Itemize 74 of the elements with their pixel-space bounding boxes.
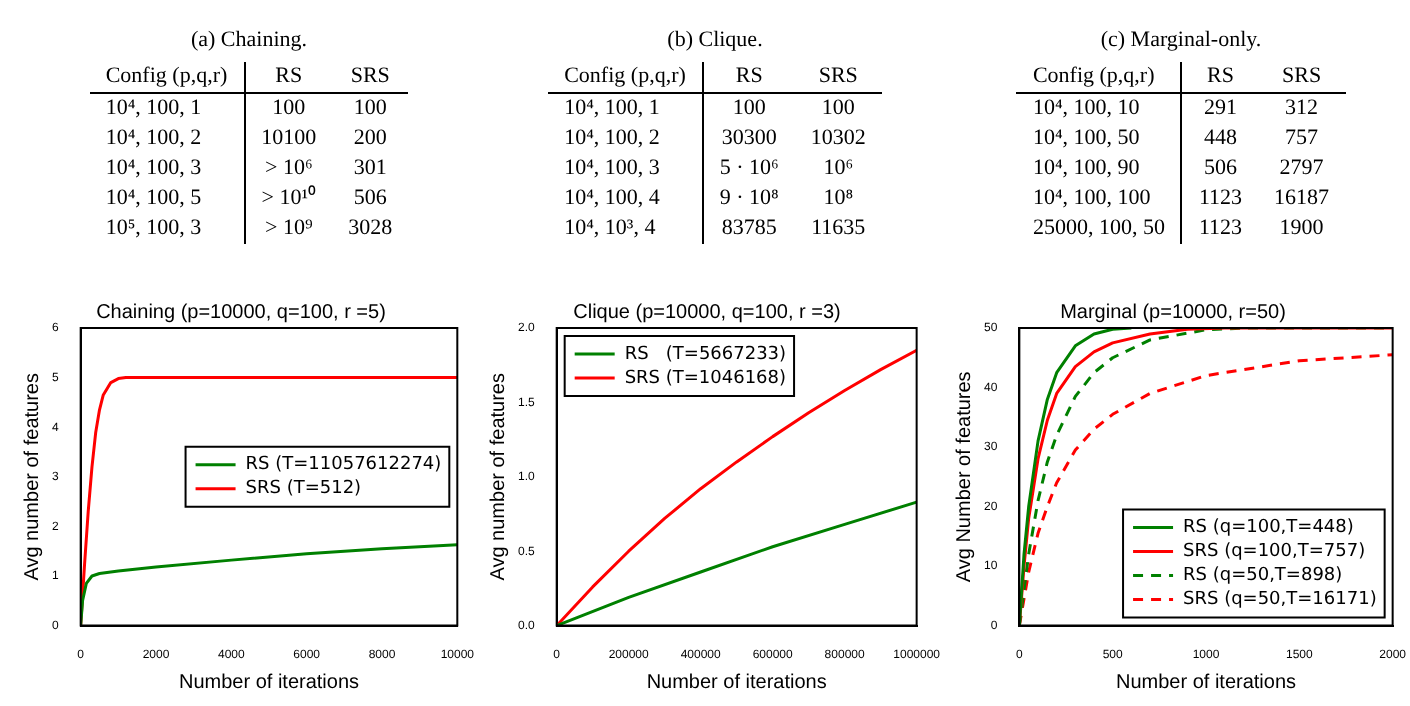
y-axis-title: Avg number of features (21, 373, 44, 581)
text: 506 (1202, 154, 1239, 184)
text: 83785 (719, 214, 779, 244)
legend-label: RS (q=50,T=898) (1183, 566, 1343, 587)
text: SRS (348, 62, 392, 92)
y-axis-title: Avg number of features (487, 373, 510, 581)
text: 10⁴, 10³, 4 (548, 214, 703, 244)
chart-title: Marginal (p=10000, r=50) (1060, 301, 1286, 324)
text: 200 (351, 124, 389, 154)
text: 10100 (259, 124, 319, 154)
text: 312 (1283, 94, 1321, 124)
legend-label: SRS (q=100,T=757) (1183, 542, 1366, 563)
chart-title: Clique (p=10000, q=100, r =3) (573, 301, 841, 324)
text: 448 (1202, 124, 1239, 154)
text: 10⁸ (821, 184, 856, 214)
text: > 10¹⁰ (259, 184, 319, 214)
text: 10⁴, 100, 1 (548, 93, 703, 124)
text: 10302 (808, 124, 868, 154)
text: 10⁴, 100, 100 (1016, 184, 1182, 214)
text: 10⁴, 100, 3 (89, 154, 245, 184)
x-axis-title: Number of iterations (1115, 671, 1297, 694)
legend-label: RS (T=5667233) (624, 344, 787, 365)
text: 1123 (1196, 184, 1245, 214)
text: SRS (1280, 62, 1324, 92)
text: 100 (351, 94, 389, 124)
text: 100 (730, 94, 768, 124)
text: 1900 (1277, 214, 1326, 244)
chart-title: Chaining (p=10000, q=100, r =5) (96, 301, 386, 324)
text: > 10⁶ (262, 154, 315, 184)
text: 2797 (1277, 154, 1326, 184)
text: (a) Chaining. (188, 28, 310, 52)
text: 10⁴, 100, 10 (1016, 93, 1182, 124)
text: > 10⁹ (262, 214, 315, 244)
text: 301 (351, 154, 389, 184)
legend-label: SRS (q=50,T=16171) (1183, 590, 1377, 611)
y-axis-title: Avg Number of features (953, 371, 976, 583)
legend-label: RS (q=100,T=448) (1183, 518, 1354, 539)
text: (c) Marginal-only. (1098, 28, 1264, 52)
text: RS (273, 62, 305, 92)
text: 3028 (346, 214, 395, 244)
text: 100 (819, 94, 857, 124)
x-axis-title: Number of iterations (646, 671, 827, 694)
text: 757 (1283, 124, 1321, 154)
text: RS (1205, 62, 1236, 92)
text: 9 · 10⁸ (717, 184, 781, 214)
text: 10⁴, 100, 2 (548, 124, 703, 154)
legend-label: RS (T=11057612274) (245, 455, 442, 476)
text: 1123 (1196, 214, 1245, 244)
text: 10⁴, 100, 2 (89, 124, 245, 154)
text: Config (p,q,r) (548, 62, 703, 93)
text: 10⁴, 100, 1 (89, 93, 245, 124)
text: 10⁴, 100, 3 (548, 154, 703, 184)
legend-label: SRS (T=512) (245, 479, 362, 500)
text: 11635 (809, 214, 868, 244)
text: Config (p,q,r) (1016, 62, 1182, 93)
legend-label: SRS (T=1046168) (624, 368, 787, 389)
text: 5 · 10⁶ (717, 154, 781, 184)
text: 10⁵, 100, 3 (89, 214, 245, 244)
text: 16187 (1272, 184, 1332, 214)
text: 10⁴, 100, 90 (1016, 154, 1182, 184)
text: 291 (1202, 94, 1239, 124)
text: 506 (351, 184, 389, 214)
x-axis-title: Number of iterations (178, 671, 360, 694)
text: RS (733, 62, 765, 92)
text: 100 (270, 94, 308, 124)
text: 10⁴, 100, 50 (1016, 124, 1182, 154)
text: 10⁴, 100, 4 (548, 184, 703, 214)
text: SRS (816, 62, 860, 92)
text: 25000, 100, 50 (1016, 214, 1182, 244)
text: Config (p,q,r) (89, 62, 245, 93)
text: 10⁴, 100, 5 (89, 184, 245, 214)
text: 10⁶ (821, 154, 856, 184)
text: (b) Clique. (665, 28, 765, 52)
text: 30300 (719, 124, 779, 154)
